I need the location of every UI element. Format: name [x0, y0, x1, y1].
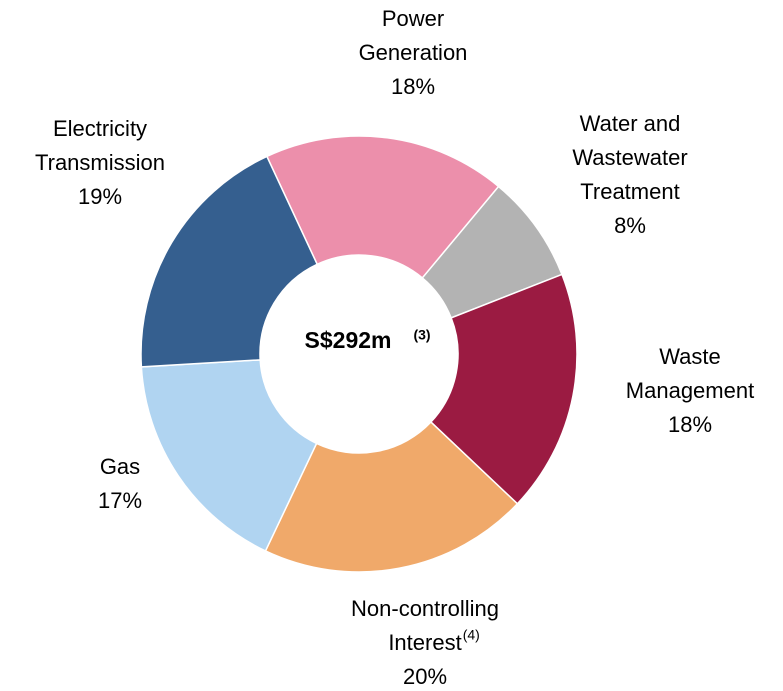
center-label-note: (3): [413, 327, 430, 343]
category-label: Power: [382, 6, 444, 31]
category-label: Waste: [659, 344, 721, 369]
donut-segment: [140, 359, 318, 552]
value-label: 17%: [98, 488, 142, 513]
category-label: Gas: [100, 454, 140, 479]
category-label: Treatment: [580, 179, 679, 204]
value-label: 19%: [78, 184, 122, 209]
category-label: Management: [626, 378, 754, 403]
category-label: Electricity: [53, 116, 147, 141]
center-label: S$292m: [305, 327, 392, 353]
donut-segment: [429, 273, 578, 505]
category-label: Non-controlling: [351, 596, 499, 621]
category-label: Water and: [580, 111, 681, 136]
value-label: 18%: [668, 412, 712, 437]
donut-segment: [265, 135, 500, 279]
category-label: Transmission: [35, 150, 165, 175]
category-note: (4): [463, 627, 480, 643]
donut-segment: [140, 155, 319, 368]
category-label: Wastewater: [572, 145, 687, 170]
category-label: Generation: [359, 40, 468, 65]
donut-segment: [264, 420, 519, 573]
category-label: Interest: [388, 630, 461, 655]
value-label: 18%: [391, 74, 435, 99]
value-label: 8%: [614, 213, 646, 238]
value-label: 20%: [403, 664, 447, 689]
